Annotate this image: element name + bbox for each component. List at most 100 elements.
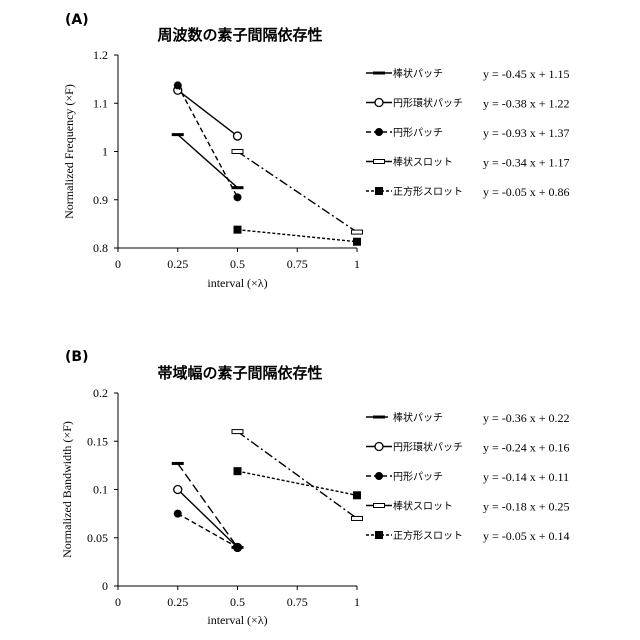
legend-entry: 棒状パッチ y = -0.36 x + 0.22 <box>366 411 570 425</box>
x-tick-label: 0 <box>115 257 121 271</box>
x-tick-label: 1 <box>354 595 360 609</box>
series-4 <box>232 430 363 521</box>
x-tick-label: 0.5 <box>230 595 245 609</box>
y-tick-label: 0.15 <box>87 434 108 448</box>
legend-entry: 円形パッチ y = -0.93 x + 1.37 <box>366 126 570 140</box>
x-tick-label: 0.75 <box>287 257 308 271</box>
panel-label: (B) <box>65 349 88 365</box>
series-line <box>178 85 238 197</box>
series-2 <box>174 486 242 552</box>
data-point <box>234 543 242 551</box>
series-3 <box>174 510 242 552</box>
legend-entry: 棒状スロット y = -0.34 x + 1.17 <box>366 156 570 170</box>
x-tick-label: 0.75 <box>287 595 308 609</box>
series-line <box>238 432 358 519</box>
legend-entry: 円形パッチ y = -0.14 x + 0.11 <box>366 470 569 484</box>
x-axis-title: interval (×λ) <box>207 276 267 290</box>
chart-title: 帯域幅の素子間隔依存性 <box>157 364 322 382</box>
legend-swatch-marker <box>375 128 383 136</box>
series-5 <box>234 226 362 246</box>
data-point <box>232 430 243 434</box>
legend-swatch-marker <box>373 72 385 75</box>
series-1 <box>172 133 244 189</box>
legend-entry: 円形環状パッチy = -0.24 x + 0.16 <box>366 441 570 455</box>
panel-label: (A) <box>65 12 89 28</box>
series-line <box>178 90 238 136</box>
x-tick-label: 0.25 <box>167 257 188 271</box>
legend-swatch-marker <box>375 187 383 195</box>
y-tick-label: 1.2 <box>93 48 108 62</box>
y-tick-label: 0 <box>102 579 108 593</box>
data-point <box>172 133 184 136</box>
legend-entry: 棒状スロット y = -0.18 x + 0.25 <box>366 500 570 514</box>
x-tick-label: 1 <box>354 257 360 271</box>
trendline-equation: y = -0.36 x + 0.22 <box>483 411 570 425</box>
legend-label: 正方形スロット <box>393 529 463 542</box>
data-point <box>234 132 242 140</box>
legend-swatch-marker <box>375 531 383 539</box>
trendline-equation: y = -0.05 x + 0.14 <box>483 529 570 543</box>
legend-label: 円形パッチ <box>393 127 443 139</box>
data-point <box>353 238 361 246</box>
data-point <box>174 510 182 518</box>
series-3 <box>174 81 242 201</box>
trendline-equation: y = -0.93 x + 1.37 <box>483 126 570 140</box>
trendline-equation: y = -0.18 x + 0.25 <box>483 500 570 514</box>
legend-label: 棒状スロット <box>393 500 453 513</box>
data-point <box>174 486 182 494</box>
legend-entry: 円形環状パッチ y = -0.38 x + 1.22 <box>366 97 570 111</box>
trendline-equation: y = -0.34 x + 1.17 <box>483 156 570 170</box>
data-point <box>234 193 242 201</box>
legend-swatch-marker <box>373 416 385 419</box>
trendline-equation: y = -0.05 x + 0.86 <box>483 185 570 199</box>
legend-swatch-marker <box>374 504 385 508</box>
trendline-equation: y = -0.14 x + 0.11 <box>483 470 569 484</box>
y-axis-title: Normalized Bandwidth (×F) <box>60 421 74 558</box>
legend-label: 棒状スロット <box>393 156 453 169</box>
series-4 <box>232 150 363 235</box>
series-line <box>238 152 358 233</box>
y-tick-label: 0.9 <box>93 193 108 207</box>
legend-swatch-marker <box>375 99 383 107</box>
data-point <box>352 516 363 520</box>
data-point <box>234 226 242 234</box>
series-2 <box>174 86 242 140</box>
data-point <box>232 186 244 189</box>
series-1 <box>172 462 244 549</box>
legend-swatch-marker <box>375 443 383 451</box>
data-point <box>232 150 243 154</box>
x-axis-title: interval (×λ) <box>207 613 267 627</box>
legend-label: 円形パッチ <box>393 471 443 483</box>
y-tick-label: 1 <box>102 145 108 159</box>
trendline-equation: y = -0.24 x + 0.16 <box>483 441 570 455</box>
trendline-equation: y = -0.38 x + 1.22 <box>483 97 570 111</box>
series-line <box>238 230 358 242</box>
legend-label: 棒状パッチ <box>393 67 443 80</box>
trendline-equation: y = -0.45 x + 1.15 <box>483 67 570 81</box>
y-tick-label: 1.1 <box>93 96 108 110</box>
series-line <box>178 463 238 547</box>
x-tick-label: 0.5 <box>230 257 245 271</box>
legend-entry: 棒状パッチ y = -0.45 x + 1.15 <box>366 67 570 81</box>
data-point <box>352 230 363 234</box>
legend-label: 棒状パッチ <box>393 411 443 424</box>
data-point <box>174 81 182 89</box>
legend-label: 正方形スロット <box>393 185 463 198</box>
y-tick-label: 0.8 <box>93 241 108 255</box>
data-point <box>172 462 184 465</box>
y-tick-label: 0.1 <box>93 483 108 497</box>
x-tick-label: 0.25 <box>167 595 188 609</box>
series-5 <box>234 467 362 499</box>
y-axis-title: Normalized Frequency (×F) <box>62 84 76 219</box>
data-point <box>234 467 242 475</box>
x-tick-label: 0 <box>115 595 121 609</box>
chart-panel-a: (A) 周波数の素子間隔依存性 0.8 0.9 1 1.1 1.2 0 0.25 0.5 0.75 1… <box>62 12 570 290</box>
legend-swatch-marker <box>374 160 385 164</box>
chart-panel-b: (B)帯域幅の素子間隔依存性00.050.10.150.200.250.50.7… <box>60 349 570 627</box>
legend-entry: 正方形スロット y = -0.05 x + 0.86 <box>366 185 570 199</box>
chart-title: 周波数の素子間隔依存性 <box>157 26 322 44</box>
legend-label: 円形環状パッチ <box>393 97 463 110</box>
data-point <box>353 491 361 499</box>
y-tick-label: 0.2 <box>93 386 108 400</box>
